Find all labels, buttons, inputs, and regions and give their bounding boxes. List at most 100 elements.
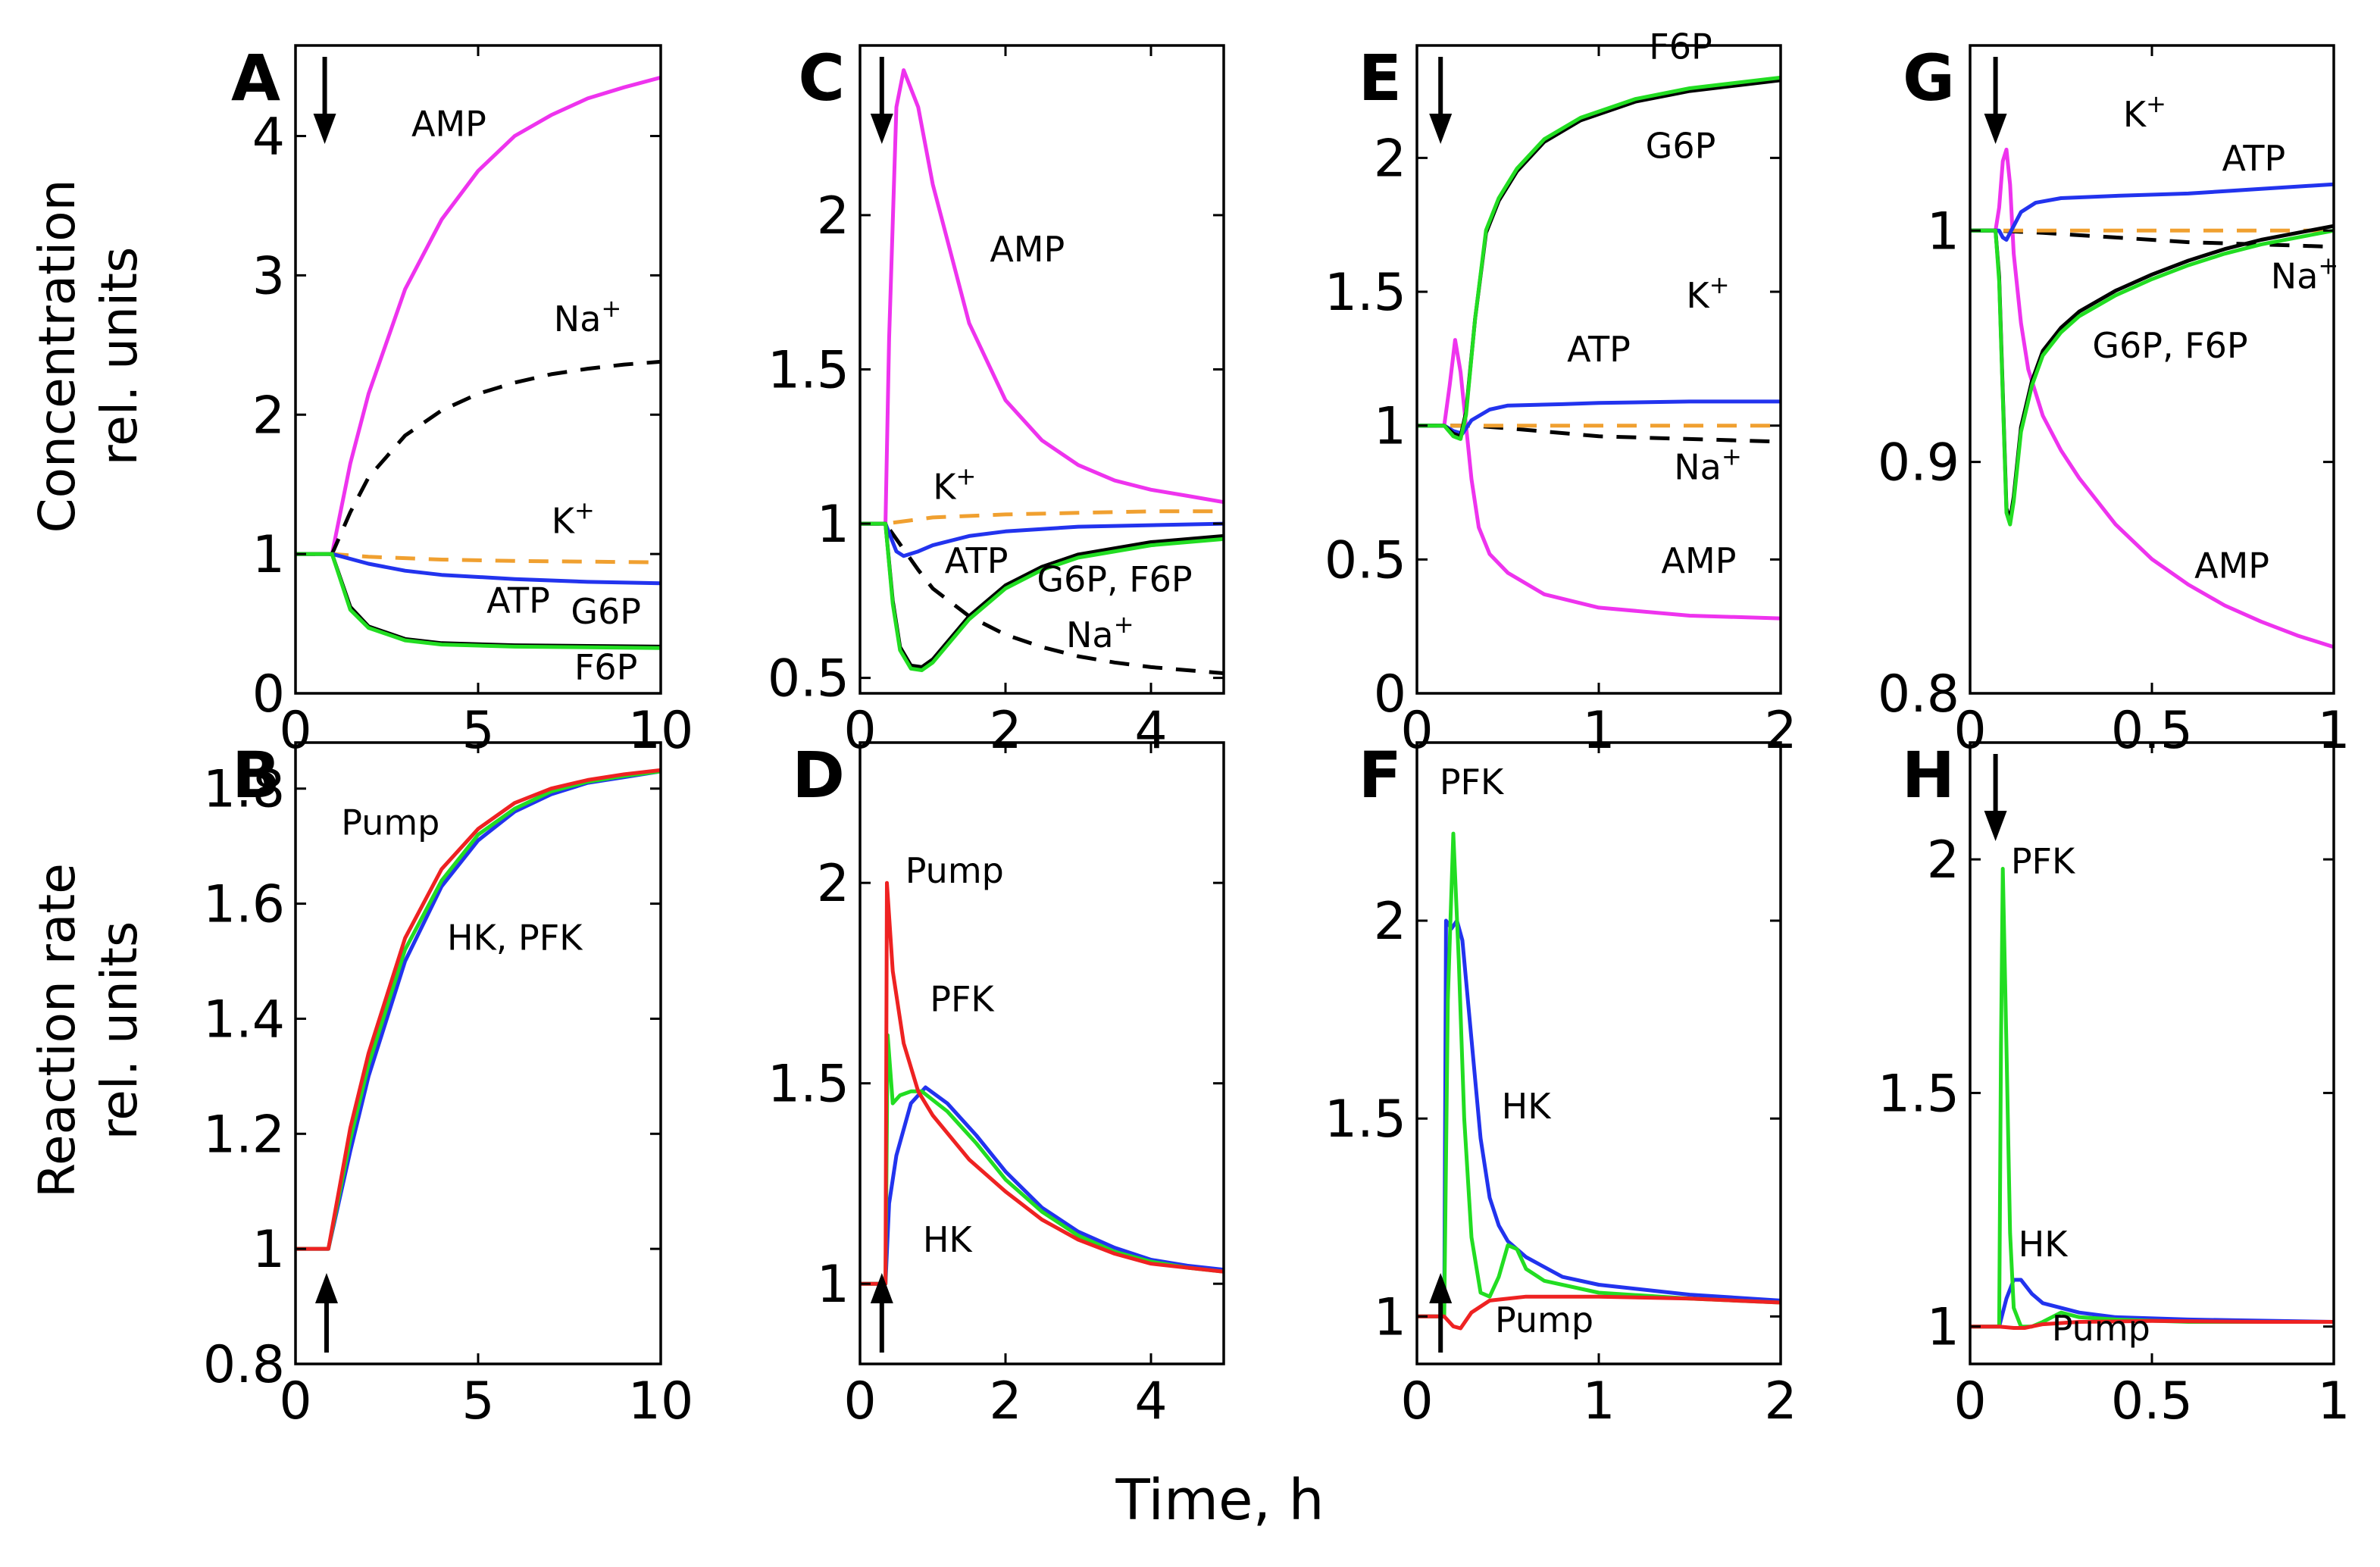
x-tick-label: 5 <box>461 1372 494 1431</box>
series-label-na-ion: Na+ <box>554 294 622 339</box>
arrow-up-icon <box>1429 1273 1453 1353</box>
series-label-g6p-f6p: G6P, F6P <box>1037 559 1192 600</box>
plot-frame-h <box>1969 741 2335 1365</box>
series-line-pump <box>1417 1294 1781 1331</box>
panel-h: 0 0.5 1 1 1.5 2 PFK HK Pump H <box>1878 738 2350 1431</box>
y-tick-label: 1.6 <box>203 875 285 935</box>
y-tick-label: 0.8 <box>203 1335 285 1395</box>
series-line-hk <box>296 769 661 1251</box>
series-line-amp <box>1417 338 1781 621</box>
x-tick-label: 0 <box>1400 1372 1433 1431</box>
panel-letter-a: A <box>231 41 280 115</box>
arrow-head <box>1984 811 2007 841</box>
series-label-f6p: F6P <box>574 647 637 688</box>
y-tick-label: 1 <box>252 1220 285 1280</box>
row-label-rate-line1: Reaction rate <box>28 863 86 1198</box>
y-tick-label: 1 <box>252 525 285 585</box>
arrow-down-icon <box>1984 754 2007 841</box>
series-label-f6p: F6P <box>1649 27 1712 67</box>
y-tick-label: 1.5 <box>1324 1090 1406 1149</box>
y-tick-label: 1.2 <box>203 1105 285 1165</box>
series-label-atp: ATP <box>486 580 550 621</box>
y-tick-label: 2 <box>817 854 849 914</box>
arrow-head <box>1429 114 1453 144</box>
series-line-amp <box>1970 147 2334 649</box>
panel-letter-b: B <box>232 738 280 812</box>
series-line-na-ion <box>1417 424 1781 444</box>
y-tick-label: 1 <box>1374 397 1406 457</box>
y-tick-label: 0 <box>252 665 285 724</box>
series-line-amp <box>296 75 661 556</box>
panel-letter-c: C <box>798 41 845 115</box>
series-group-e <box>1417 75 1781 621</box>
series-label-k-ion: K+ <box>1686 271 1729 316</box>
y-tick-label: 1.5 <box>1324 263 1406 323</box>
panel-d: 0 2 4 1 1.5 2 Pump PFK HK D <box>768 738 1225 1431</box>
y-tick-label: 0.9 <box>1878 433 1959 493</box>
x-tick-label: 0 <box>843 1372 876 1431</box>
panel-letter-g: G <box>1903 41 1955 115</box>
row-label-rate-line2: rel. units <box>90 921 149 1140</box>
y-tick-label: 1.5 <box>768 1055 849 1115</box>
series-label-g6p: G6P <box>1646 125 1716 166</box>
series-line-atp <box>1970 182 2334 242</box>
series-label-pump: Pump <box>341 802 439 843</box>
series-line-na-ion <box>1970 228 2334 249</box>
y-tick-label: 1 <box>1927 202 1959 261</box>
series-line-f6p <box>860 521 1224 672</box>
series-label-pfk: PFK <box>2011 841 2076 882</box>
arrow-down-icon <box>870 57 893 144</box>
series-label-na-ion: Na+ <box>1674 442 1742 487</box>
series-label-pump: Pump <box>905 850 1004 891</box>
arrow-head <box>870 1273 893 1303</box>
series-label-k-ion: K+ <box>2123 89 2166 135</box>
x-tick-label: 0 <box>1953 1372 1986 1431</box>
series-line-f6p <box>1970 228 2334 527</box>
series-label-amp: AMP <box>411 104 486 145</box>
x-tick-label: 2 <box>989 1372 1021 1431</box>
series-group-h <box>1970 867 2334 1330</box>
series-label-k-ion: K+ <box>552 496 595 542</box>
y-tick-label: 2 <box>817 186 849 246</box>
series-line-hk <box>860 1085 1224 1286</box>
series-label-g6p-f6p: G6P, F6P <box>2092 325 2247 366</box>
series-label-pfk: PFK <box>1440 762 1505 802</box>
series-group-g <box>1970 147 2334 649</box>
panel-f: 0 1 2 1 1.5 2 PFK HK Pump F <box>1324 738 1797 1431</box>
series-line-f6p <box>1417 75 1781 441</box>
series-line-pump <box>296 768 661 1251</box>
series-group-b <box>296 768 661 1251</box>
panel-letter-f: F <box>1359 738 1402 812</box>
series-line-hk <box>1417 918 1781 1318</box>
x-tick-label: 2 <box>1764 1372 1797 1431</box>
y-tick-label: 1.5 <box>1878 1064 1959 1124</box>
arrow-head <box>314 1273 338 1303</box>
y-tick-label: 0 <box>1374 665 1406 724</box>
arrow-up-icon <box>870 1273 893 1353</box>
y-tick-label: 3 <box>252 246 285 306</box>
series-line-na-ion <box>860 521 1224 675</box>
panel-letter-e: E <box>1359 41 1402 115</box>
x-tick-label: 0 <box>279 1372 311 1431</box>
series-group-d <box>860 880 1224 1286</box>
plot-frame-d <box>858 741 1225 1365</box>
series-label-na-ion: Na+ <box>1066 610 1134 655</box>
x-tick-label: 1 <box>2317 1372 2350 1431</box>
series-label-atp: ATP <box>1567 329 1631 370</box>
arrow-down-icon <box>1984 57 2007 144</box>
x-tick-label: 0.5 <box>2111 1372 2193 1431</box>
series-line-pfk <box>860 1033 1224 1286</box>
x-axis-label: Time, h <box>1115 1468 1324 1533</box>
row-label-concentration-line1: Concentration <box>28 180 86 533</box>
panel-letter-h: H <box>1902 738 1955 812</box>
series-line-f6p <box>296 552 661 650</box>
series-line-atp <box>860 521 1224 558</box>
series-line-na-ion <box>296 359 661 556</box>
y-tick-label: 1.4 <box>203 990 285 1049</box>
series-line-pump <box>860 880 1224 1286</box>
series-label-amp: AMP <box>1662 540 1737 581</box>
arrow-head <box>870 114 893 144</box>
